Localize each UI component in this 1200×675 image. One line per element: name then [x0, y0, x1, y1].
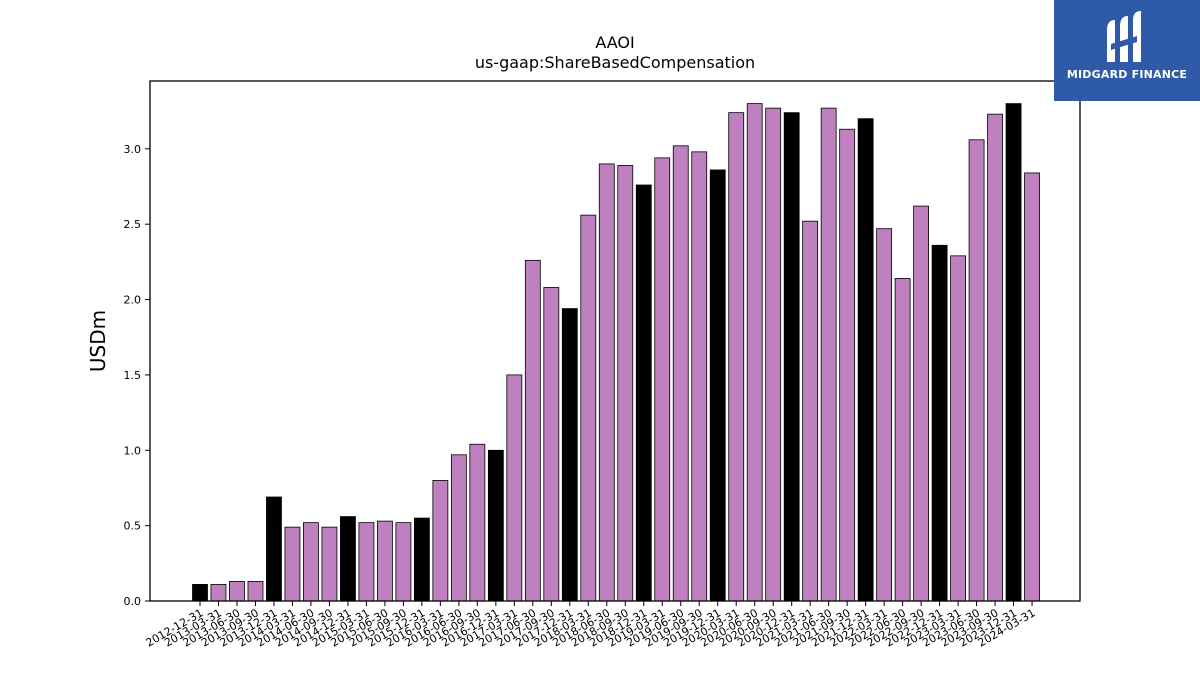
- bar-2014-09-30: [321, 526, 338, 602]
- bar-2022-03-31: [876, 228, 893, 602]
- bar-2014-06-30: [303, 522, 319, 602]
- bar-2017-12-31: [561, 308, 578, 602]
- bar-2014-12-31: [340, 516, 356, 602]
- bar-2023-09-30: [987, 113, 1003, 602]
- x-axis-ticks: 2012-12-312013-03-312013-06-302013-09-30…: [144, 601, 1038, 650]
- bar-2016-12-31: [487, 449, 504, 602]
- y-tick-label: 2.5: [124, 218, 142, 231]
- bar-2018-03-31: [580, 214, 597, 602]
- bar-2016-09-30: [469, 443, 486, 602]
- bar-2017-09-30: [543, 287, 560, 602]
- y-tick-label: 1.5: [124, 369, 142, 382]
- y-tick-label: 0.0: [124, 595, 142, 608]
- bar-2024-03-31: [1024, 172, 1040, 602]
- bar-2022-12-31: [931, 244, 948, 602]
- bar-2019-12-31: [709, 169, 726, 602]
- bar-2020-12-31: [783, 112, 800, 602]
- bar-2015-06-30: [376, 520, 393, 602]
- bar-2020-09-30: [765, 107, 782, 602]
- bar-2022-09-30: [913, 205, 930, 602]
- bar-2015-03-31: [358, 522, 375, 602]
- y-tick-label: 0.5: [124, 520, 142, 533]
- bar-2013-06-30: [229, 581, 245, 602]
- bar-2013-03-31: [210, 584, 227, 602]
- bar-2019-09-30: [691, 151, 708, 602]
- bar-2021-12-31: [857, 118, 874, 602]
- bar-2020-06-30: [746, 103, 763, 602]
- bar-2019-06-30: [672, 145, 689, 602]
- bar-2020-03-31: [728, 112, 745, 602]
- bar-2015-09-30: [395, 522, 412, 602]
- bar-2018-12-31: [635, 184, 652, 602]
- bar-2015-12-31: [413, 517, 430, 602]
- bar-2016-06-30: [450, 454, 467, 602]
- bar-2013-09-30: [247, 581, 264, 602]
- y-tick-label: 2.0: [124, 294, 142, 307]
- y-tick-label: 3.0: [124, 143, 142, 156]
- bar-2021-06-30: [820, 107, 837, 602]
- bar-2022-06-30: [894, 278, 911, 602]
- y-axis-ticks: 0.0 0.5 1.0 1.5 2.0 2.5 3.0: [124, 143, 150, 608]
- y-axis-label: USDm: [86, 310, 110, 372]
- chart-subtitle: us-gaap:ShareBasedCompensation: [475, 53, 755, 72]
- bar-2013-12-31: [266, 496, 282, 602]
- bar-2017-06-30: [524, 259, 541, 602]
- bar-2014-03-31: [284, 526, 301, 602]
- y-tick-label: 1.0: [124, 444, 142, 457]
- bar-2021-09-30: [839, 128, 856, 602]
- bar-2023-03-31: [950, 255, 966, 602]
- bar-2019-03-31: [654, 157, 671, 602]
- logo-mark-icon: [1107, 11, 1141, 62]
- bar-2016-03-31: [432, 480, 449, 602]
- bars: [192, 103, 1040, 602]
- chart-title: AAOI: [595, 33, 634, 52]
- bar-2018-09-30: [617, 165, 634, 602]
- bar-2023-06-30: [968, 139, 985, 602]
- logo-text: MIDGARD FINANCE: [1066, 68, 1188, 81]
- bar-2017-03-31: [506, 374, 523, 602]
- plot-frame: [149, 80, 1081, 602]
- bar-2021-03-31: [802, 220, 819, 602]
- bar-2023-12-31: [1005, 103, 1022, 602]
- bar-2012-12-31: [192, 584, 208, 602]
- midgard-finance-logo: MIDGARD FINANCE: [1054, 0, 1200, 101]
- bar-2018-06-30: [598, 163, 615, 602]
